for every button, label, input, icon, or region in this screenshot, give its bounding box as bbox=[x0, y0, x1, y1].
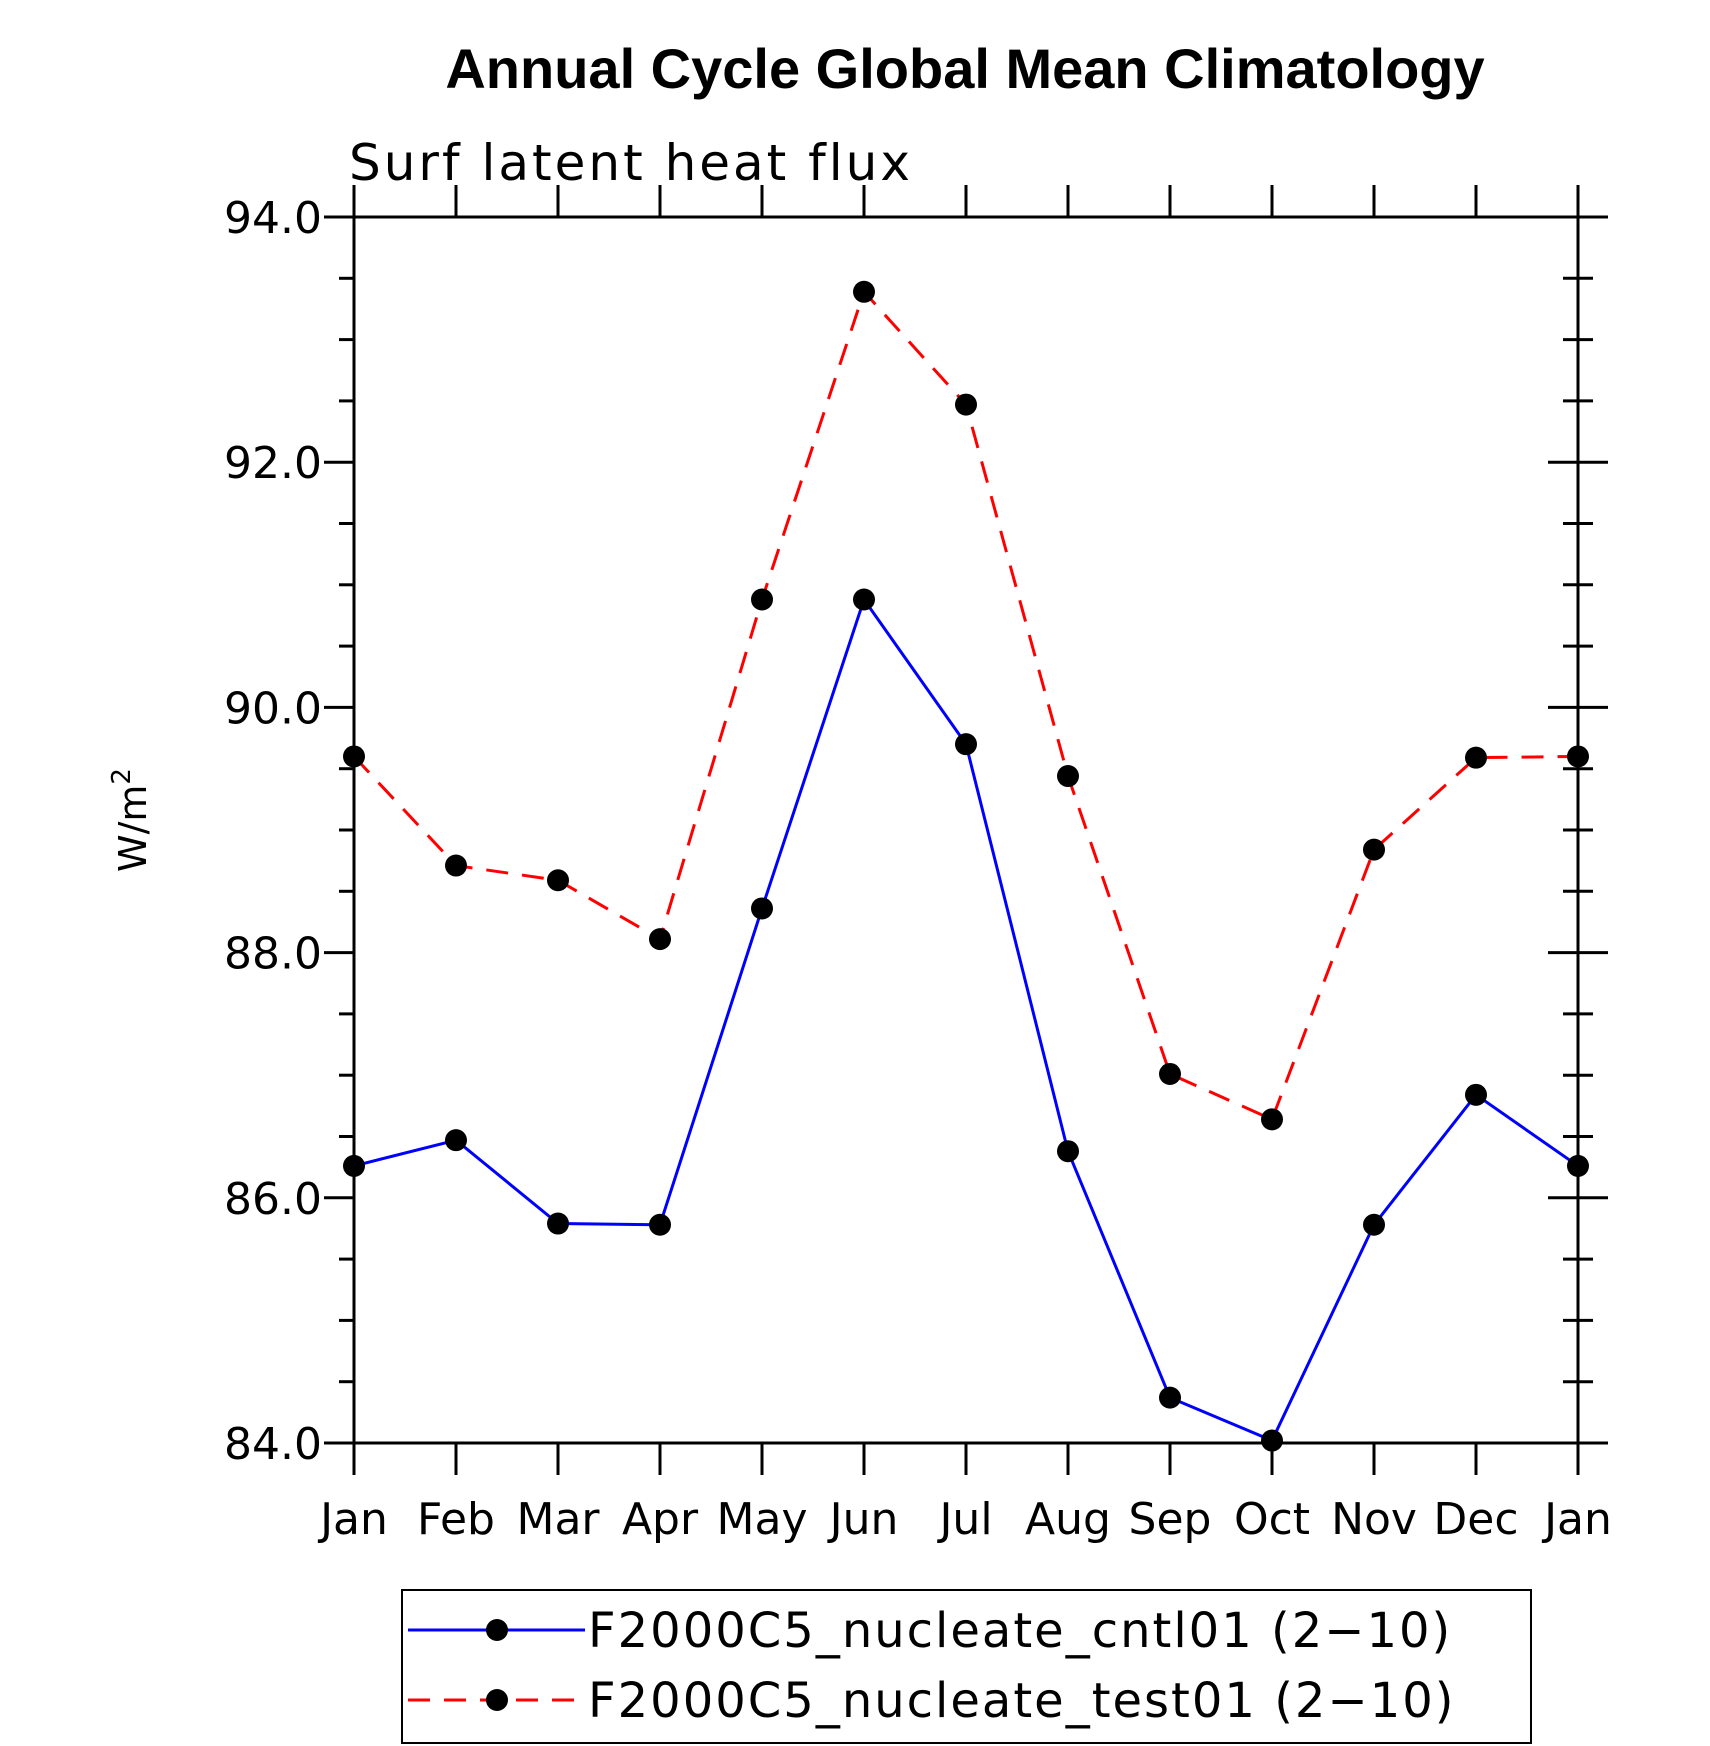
legend-label-1: F2000C5_nucleate_cntl01 (2−10) bbox=[588, 1603, 1452, 1659]
series-1-point bbox=[1363, 1213, 1385, 1236]
series-1-point bbox=[649, 1213, 671, 1236]
x-tick-label: Jun bbox=[827, 1494, 899, 1545]
legend-swatch-marker-2 bbox=[486, 1689, 508, 1711]
y-tick-label: 94.0 bbox=[224, 193, 322, 244]
series-layer bbox=[343, 280, 1589, 1452]
series-2-point bbox=[955, 393, 977, 416]
series-line-1 bbox=[353, 596, 1579, 1443]
y-tick-label: 90.0 bbox=[224, 683, 322, 734]
series-1-point bbox=[853, 588, 875, 611]
legend: F2000C5_nucleate_cntl01 (2−10) F2000C5_nu… bbox=[401, 1589, 1532, 1744]
x-tick-label: Nov bbox=[1331, 1494, 1417, 1545]
y-axis-label-superscript: 2 bbox=[107, 768, 137, 785]
x-tick-label: Mar bbox=[516, 1494, 600, 1545]
series-2-point bbox=[853, 280, 875, 303]
x-tick-label: Jan bbox=[1541, 1494, 1612, 1545]
series-1-point bbox=[1261, 1429, 1283, 1452]
legend-items: F2000C5_nucleate_cntl01 (2−10) F2000C5_nu… bbox=[408, 1603, 1456, 1729]
series-line-2 bbox=[352, 288, 1579, 1122]
legend-label-2: F2000C5_nucleate_test01 (2−10) bbox=[588, 1673, 1456, 1729]
series-2-point bbox=[343, 745, 365, 768]
series-1-point bbox=[445, 1129, 467, 1152]
y-tick-label: 84.0 bbox=[224, 1419, 322, 1470]
plot-axes bbox=[324, 185, 1608, 1475]
x-tick-label: Apr bbox=[622, 1494, 699, 1545]
y-axis-label: W/m2 bbox=[107, 768, 155, 872]
y-axis-label-main: W/m bbox=[111, 785, 155, 872]
series-1-point bbox=[1159, 1386, 1181, 1409]
series-2-point bbox=[1363, 838, 1385, 861]
x-tick-label: Sep bbox=[1129, 1494, 1212, 1545]
legend-swatch-marker-1 bbox=[486, 1619, 508, 1641]
y-tick-label: 88.0 bbox=[224, 929, 322, 980]
series-2-point bbox=[1261, 1108, 1283, 1131]
x-tick-label: Jan bbox=[317, 1494, 388, 1545]
x-tick-label: Dec bbox=[1433, 1494, 1518, 1545]
series-1-point bbox=[343, 1154, 365, 1177]
series-1-point bbox=[1057, 1140, 1079, 1163]
x-tick-label: Jul bbox=[936, 1494, 992, 1545]
series-1-point bbox=[547, 1212, 569, 1235]
series-1-point bbox=[751, 897, 773, 920]
y-tick-labels: 84.0 86.0 88.0 90.0 92.0 94.0 bbox=[224, 193, 322, 1470]
x-tick-label: Aug bbox=[1025, 1494, 1111, 1545]
x-tick-label: May bbox=[717, 1494, 808, 1545]
series-2-point bbox=[751, 588, 773, 611]
series-2-point bbox=[547, 869, 569, 892]
series-1-point bbox=[1567, 1154, 1589, 1177]
series-2-point bbox=[1159, 1062, 1181, 1085]
x-tick-label: Oct bbox=[1234, 1494, 1310, 1545]
series-2-point bbox=[1567, 745, 1589, 768]
series-1-point bbox=[1465, 1083, 1487, 1106]
series-2-point bbox=[1465, 746, 1487, 769]
y-tick-label: 92.0 bbox=[224, 438, 322, 489]
x-tick-label: Feb bbox=[417, 1494, 495, 1545]
y-tick-label: 86.0 bbox=[224, 1174, 322, 1225]
x-tick-labels: Jan Feb Mar Apr May Jun Jul Aug Sep Oct Nov Dec Jan bbox=[317, 1494, 1612, 1545]
chart-title: Annual Cycle Global Mean Climatology bbox=[445, 37, 1484, 100]
chart-subtitle: Surf latent heat flux bbox=[349, 134, 913, 192]
legend-box bbox=[401, 1589, 1532, 1744]
series-1-point bbox=[955, 733, 977, 756]
series-2-point bbox=[1057, 765, 1079, 788]
series-2-point bbox=[445, 854, 467, 877]
series-2-point bbox=[649, 928, 671, 951]
